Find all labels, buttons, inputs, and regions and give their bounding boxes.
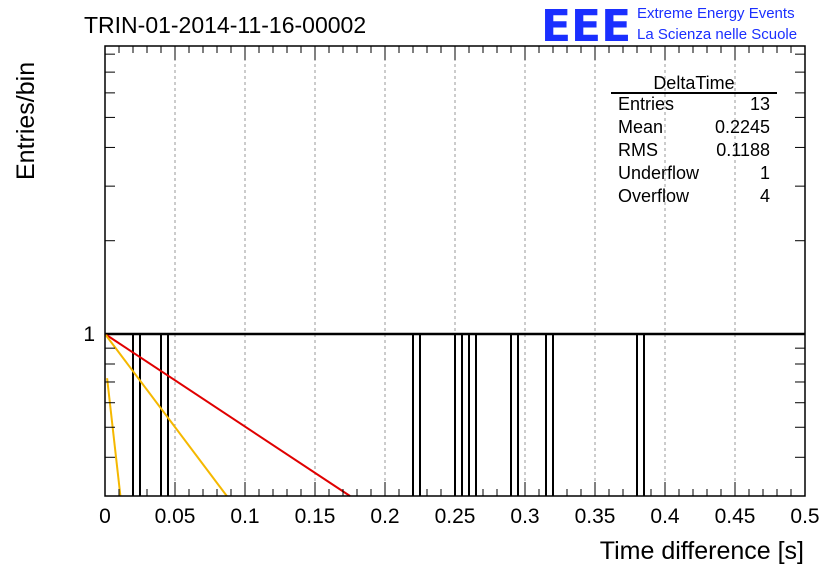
x-tick-label: 0 — [99, 505, 111, 528]
fit-curve — [106, 378, 122, 497]
y-axis-ticks: 1 — [83, 53, 805, 458]
histogram-bar — [461, 332, 470, 496]
histogram-bar — [545, 332, 554, 496]
x-tick-label: 0.3 — [510, 505, 539, 528]
stats-label-overflow: Overflow — [618, 186, 690, 206]
x-tick-label: 0.1 — [230, 505, 259, 528]
eee-logo: EEE Extreme Energy Events La Scienza nel… — [541, 1, 797, 52]
fit-curves — [104, 333, 351, 497]
x-tick-label: 0.45 — [715, 505, 756, 528]
x-tick-label: 0.35 — [575, 505, 616, 528]
y-axis-label: Entries/bin — [12, 62, 40, 180]
x-tick-label: 0.2 — [370, 505, 399, 528]
y-tick-label: 1 — [83, 323, 95, 346]
histogram-bar — [636, 332, 645, 496]
histogram-bar — [468, 332, 477, 496]
histogram-bar — [510, 332, 519, 496]
stats-label-mean: Mean — [618, 117, 663, 137]
x-tick-label: 0.05 — [155, 505, 196, 528]
stats-value-underflow: 1 — [760, 163, 770, 183]
stats-label-underflow: Underflow — [618, 163, 700, 183]
x-axis-ticks: 0 0.05 0.1 0.15 0.2 0.25 0.3 0.35 0.4 0.45 0.5 — [99, 46, 820, 528]
x-tick-label: 0.4 — [650, 505, 680, 528]
histogram-bar — [454, 332, 463, 496]
histogram-bars — [105, 332, 805, 496]
chart-title: TRIN-01-2014-11-16-00002 — [84, 12, 366, 38]
histogram-bar — [132, 332, 141, 496]
histogram-bar — [412, 332, 421, 496]
fit-curve — [104, 333, 351, 497]
stats-value-entries: 13 — [750, 94, 770, 114]
x-axis-label: Time difference [s] — [600, 537, 804, 565]
stats-value-mean: 0.2245 — [715, 117, 770, 137]
x-tick-label: 0.15 — [295, 505, 336, 528]
stats-value-overflow: 4 — [760, 186, 770, 206]
stats-value-rms: 0.1188 — [716, 140, 770, 160]
plot-frame — [104, 45, 806, 497]
stats-label-entries: Entries — [618, 94, 674, 114]
x-tick-label: 0.25 — [435, 505, 476, 528]
stats-box: DeltaTime Entries 13 Mean 0.2245 RMS 0.1… — [611, 73, 777, 206]
logo-line2: La Scienza nelle Scuole — [637, 26, 797, 43]
stats-label-rms: RMS — [618, 140, 658, 160]
logo-line1: Extreme Energy Events — [637, 5, 795, 22]
x-tick-label: 0.5 — [790, 505, 819, 528]
fit-curve — [104, 333, 228, 497]
logo-text: EEE — [541, 1, 631, 52]
stats-box-name: DeltaTime — [653, 73, 734, 93]
